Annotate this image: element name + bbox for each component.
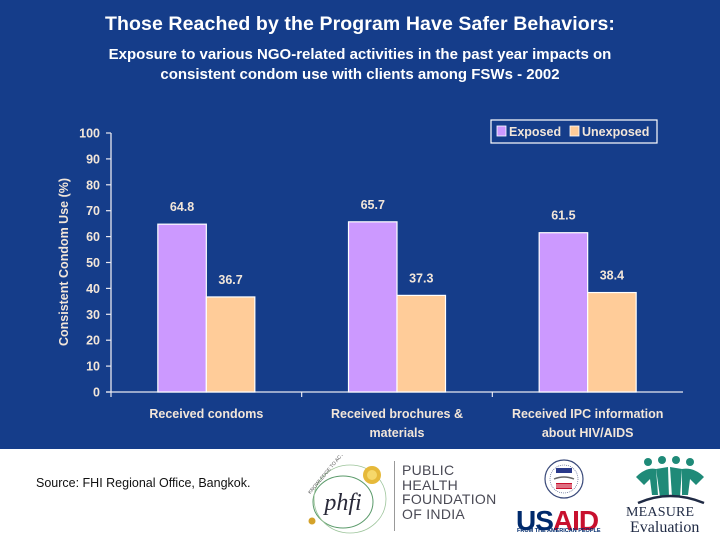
- y-tick-label: 20: [86, 334, 100, 348]
- bar-exposed: [157, 223, 207, 393]
- y-tick-label: 40: [86, 282, 100, 296]
- bar-unexposed: [587, 291, 637, 393]
- phfi-logo-icon: phfi KNOWLEDGE TO ACTION: [307, 455, 387, 534]
- y-tick-label: 70: [86, 204, 100, 218]
- data-label-exposed: 61.5: [551, 209, 575, 223]
- slide-title: Those Reached by the Program Have Safer …: [104, 13, 615, 35]
- footer: Source: FHI Regional Office, Bangkok. ph…: [0, 449, 720, 540]
- source-note: Source: FHI Regional Office, Bangkok.: [36, 476, 251, 490]
- phfi-divider: [394, 461, 395, 531]
- x-tick-label: materials: [370, 426, 425, 440]
- x-axis: Received condoms Received brochures & mate…: [106, 391, 683, 440]
- y-tick-label: 10: [86, 360, 100, 374]
- data-label-unexposed: 38.4: [600, 269, 624, 283]
- x-tick-label: Received condoms: [149, 407, 263, 421]
- y-tick-label: 50: [86, 256, 100, 270]
- y-axis: 0 10 20 30 40 50 60 70 80 90 100: [79, 127, 112, 400]
- usaid-wordmark: USAID: [516, 505, 599, 537]
- bar-exposed: [347, 221, 398, 393]
- legend-label-exposed: Exposed: [509, 125, 561, 139]
- bar-unexposed: [396, 294, 447, 393]
- legend-label-unexposed: Unexposed: [582, 125, 649, 139]
- measure-evaluation: Evaluation: [630, 519, 700, 536]
- usaid-seal-icon: [544, 459, 584, 499]
- bar-exposed: [538, 232, 589, 393]
- measure-wordmark: MEASURE: [626, 505, 695, 520]
- legend: Exposed Unexposed: [490, 119, 658, 144]
- y-tick-label: 60: [86, 230, 100, 244]
- phfi-mark: phfi: [322, 490, 361, 516]
- data-label-unexposed: 37.3: [409, 271, 433, 285]
- usaid-word-aid: AID: [552, 505, 599, 536]
- y-axis-title: Consistent Condom Use (%): [57, 178, 71, 346]
- y-tick-label: 90: [86, 152, 100, 166]
- data-label-exposed: 64.8: [170, 200, 194, 214]
- usaid-tagline: FROM THE AMERICAN PEOPLE: [517, 528, 601, 534]
- x-tick-label: Received brochures &: [331, 407, 463, 421]
- usaid-word-us: US: [516, 505, 554, 536]
- phfi-line-3: FOUNDATION: [402, 491, 497, 507]
- y-tick-label: 100: [79, 127, 100, 141]
- subtitle-line-2: consistent condom use with clients among…: [160, 66, 560, 83]
- y-tick-label: 80: [86, 178, 100, 192]
- data-label-exposed: 65.7: [361, 198, 385, 212]
- phfi-wordmark: PUBLIC HEALTH FOUNDATION OF INDIA: [402, 463, 497, 521]
- y-tick-label: 30: [86, 308, 100, 322]
- bars: [157, 221, 637, 393]
- measure-figures-icon: [636, 456, 705, 505]
- phfi-line-4: OF INDIA: [402, 505, 466, 522]
- y-tick-label: 0: [93, 386, 100, 400]
- x-tick-label: Received IPC information: [512, 407, 663, 421]
- x-tick-label: about HIV/AIDS: [542, 426, 634, 440]
- subtitle-line-1: Exposure to various NGO-related activiti…: [108, 46, 612, 63]
- legend-swatch-unexposed: [569, 125, 580, 137]
- data-label-unexposed: 36.7: [218, 273, 242, 287]
- slide-subtitle: Exposure to various NGO-related activiti…: [40, 45, 680, 85]
- data-labels: 64.8 36.7 65.7 37.3 61.5 38.4: [170, 198, 624, 287]
- bar-unexposed: [205, 296, 256, 393]
- legend-box: [490, 119, 658, 144]
- phfi-line-1: PUBLIC: [402, 462, 455, 478]
- phfi-line-2: HEALTH: [402, 476, 458, 493]
- legend-swatch-exposed: [496, 125, 507, 137]
